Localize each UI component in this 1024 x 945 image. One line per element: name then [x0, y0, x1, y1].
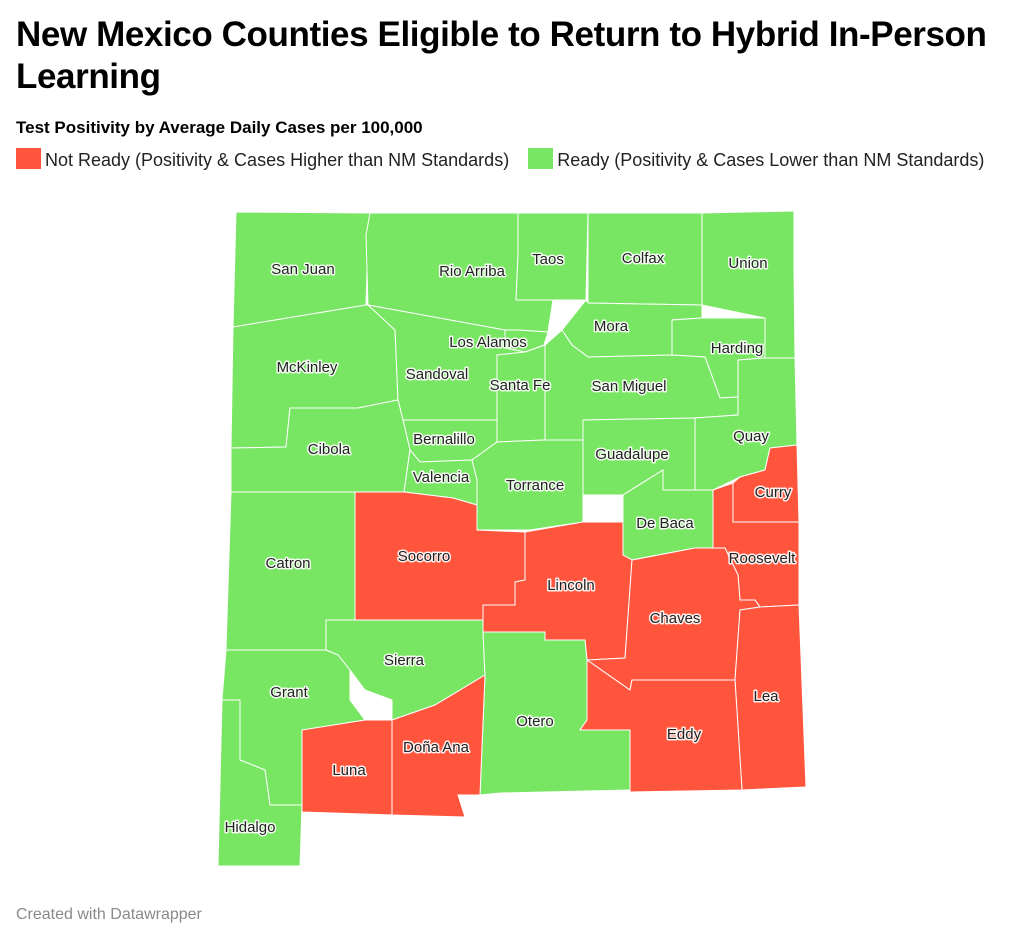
county-label-chaves: Chaves	[650, 610, 701, 627]
county-label-colfax: Colfax	[622, 250, 665, 267]
legend-item-not-ready: Not Ready (Positivity & Cases Higher tha…	[16, 148, 510, 170]
county-label-curry: Curry	[755, 484, 792, 501]
county-label-valencia: Valencia	[413, 469, 470, 486]
county-label-bernalillo: Bernalillo	[413, 431, 475, 448]
county-luna	[301, 719, 393, 816]
credit-line: Created with Datawrapper	[16, 906, 202, 923]
county-label-san-miguel: San Miguel	[591, 378, 666, 395]
county-label-santa-fe: Santa Fe	[490, 377, 551, 394]
county-label-catron: Catron	[265, 555, 310, 572]
legend-label-not-ready: Not Ready (Positivity & Cases Higher tha…	[45, 150, 510, 170]
county-label-mckinley: McKinley	[277, 359, 338, 376]
county-label-socorro: Socorro	[398, 548, 451, 565]
county-label-los-alamos: Los Alamos	[449, 334, 527, 351]
county-label-union: Union	[728, 255, 767, 272]
county-label-otero: Otero	[516, 713, 554, 730]
county-label-grant: Grant	[270, 684, 308, 701]
county-labels: San Juan Rio Arriba Taos Colfax Union Mora Los…	[223, 248, 798, 837]
county-label-taos: Taos	[532, 251, 564, 268]
county-label-quay: Quay	[733, 428, 769, 445]
county-eddy	[579, 659, 743, 793]
county-hidalgo	[217, 699, 303, 867]
county-shapes	[217, 210, 807, 867]
county-label-lea: Lea	[753, 688, 779, 705]
county-label-cibola: Cibola	[308, 441, 351, 458]
chart-subtitle: Test Positivity by Average Daily Cases p…	[16, 118, 423, 137]
county-dona-ana	[391, 674, 486, 818]
county-label-hidalgo: Hidalgo	[225, 819, 276, 836]
legend-label-ready: Ready (Positivity & Cases Lower than NM …	[557, 150, 985, 170]
legend: Not Ready (Positivity & Cases Higher tha…	[16, 147, 1006, 174]
county-label-lincoln: Lincoln	[547, 577, 595, 594]
legend-swatch-ready	[528, 148, 554, 169]
county-label-de-baca: De Baca	[636, 515, 694, 532]
county-label-dona-ana: Doña Ana	[403, 739, 470, 756]
county-label-sierra: Sierra	[384, 652, 425, 669]
county-torrance	[471, 439, 584, 531]
county-label-rio-arriba: Rio Arriba	[439, 263, 506, 280]
county-label-harding: Harding	[711, 340, 764, 357]
county-label-san-juan: San Juan	[271, 261, 334, 278]
legend-item-ready: Ready (Positivity & Cases Lower than NM …	[528, 148, 985, 170]
chart-title: New Mexico Counties Eligible to Return t…	[16, 15, 987, 96]
county-label-torrance: Torrance	[506, 477, 564, 494]
legend-swatch-not-ready	[16, 148, 41, 169]
county-label-roosevelt: Roosevelt	[729, 550, 797, 567]
county-label-mora: Mora	[594, 318, 629, 335]
county-label-guadalupe: Guadalupe	[595, 446, 668, 463]
county-label-eddy: Eddy	[667, 726, 702, 743]
county-label-luna: Luna	[332, 762, 366, 779]
county-label-sandoval: Sandoval	[406, 366, 469, 383]
